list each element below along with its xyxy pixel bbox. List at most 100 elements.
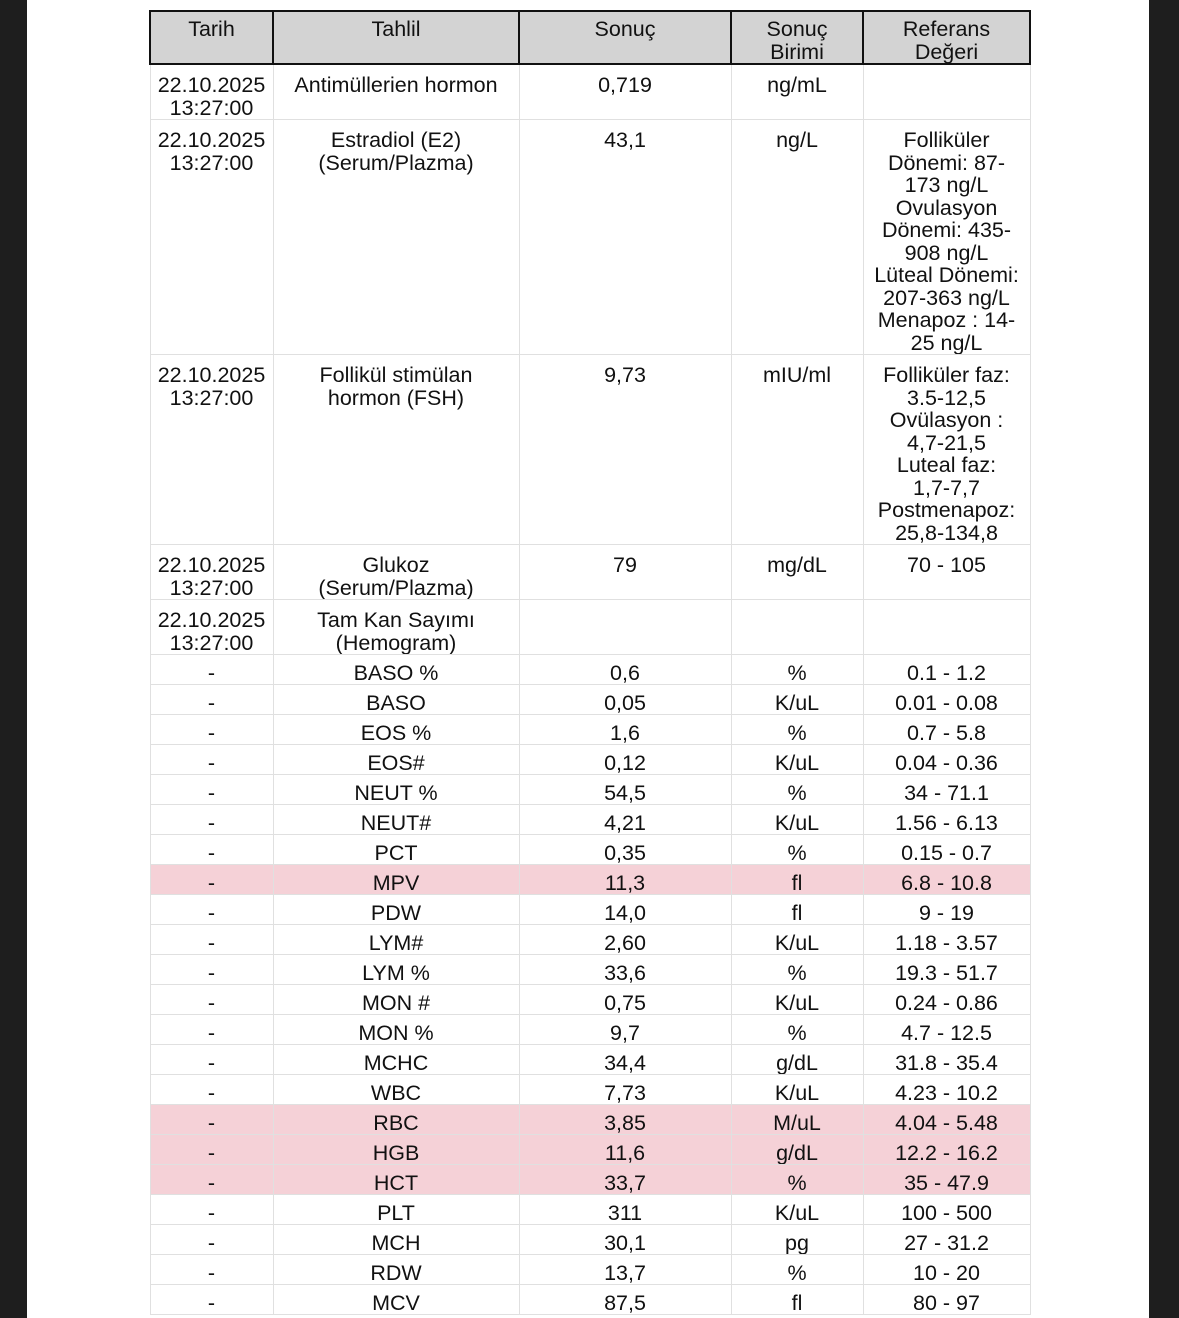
table-row-out-of-range: - HGB 11,6 g/dL 12.2 - 16.2 [149,1134,1031,1165]
test-cell: MON % [272,1014,520,1045]
reference-cell: 27 - 31.2 [862,1224,1031,1255]
date-cell: 22.10.2025 13:27:00 [149,119,274,355]
header-unit: Sonuç Birimi [730,10,864,65]
unit-cell: % [730,1014,864,1045]
test-cell: LYM# [272,924,520,955]
test-cell: NEUT# [272,804,520,835]
test-cell: HCT [272,1164,520,1195]
result-cell: 33,7 [518,1164,732,1195]
unit-cell: fl [730,864,864,895]
reference-cell: 31.8 - 35.4 [862,1044,1031,1075]
result-cell: 9,73 [518,354,732,545]
date-cell: 22.10.2025 13:27:00 [149,63,274,120]
result-cell: 0,719 [518,63,732,120]
test-cell: RDW [272,1254,520,1285]
table-row: - PLT 311 K/uL 100 - 500 [149,1194,1031,1225]
result-cell: 9,7 [518,1014,732,1045]
table-row-out-of-range: - MPV 11,3 fl 6.8 - 10.8 [149,864,1031,895]
test-cell: EOS# [272,744,520,775]
test-cell: MCH [272,1224,520,1255]
date-cell: - [149,1044,274,1075]
date-cell: - [149,654,274,685]
unit-cell: % [730,1254,864,1285]
result-cell: 0,12 [518,744,732,775]
unit-cell: pg [730,1224,864,1255]
reference-cell: 100 - 500 [862,1194,1031,1225]
header-date: Tarih [149,10,274,65]
reference-cell: 12.2 - 16.2 [862,1134,1031,1165]
reference-cell: 1.18 - 3.57 [862,924,1031,955]
date-cell: - [149,864,274,895]
date-cell: - [149,1254,274,1285]
unit-cell: ng/mL [730,63,864,120]
unit-cell: % [730,954,864,985]
date-cell: - [149,1074,274,1105]
table-row: - BASO 0,05 K/uL 0.01 - 0.08 [149,684,1031,715]
table-row: - WBC 7,73 K/uL 4.23 - 10.2 [149,1074,1031,1105]
table-row: 22.10.2025 13:27:00 Follikül stimülan hor… [149,354,1031,545]
date-cell: - [149,954,274,985]
date-cell: - [149,1104,274,1135]
date-cell: - [149,1224,274,1255]
test-cell: RBC [272,1104,520,1135]
table-row: 22.10.2025 13:27:00 Estradiol (E2) (Serum… [149,119,1031,355]
unit-cell: K/uL [730,1194,864,1225]
result-cell: 1,6 [518,714,732,745]
table-row: - MON #0,75 K/uL 0.24 - 0.86 [149,984,1031,1015]
table-row: - PCT 0,35% 0.15 - 0.7 [149,834,1031,865]
unit-cell: % [730,834,864,865]
reference-cell [862,599,1031,655]
header-reference: Referans Değeri [862,10,1031,65]
table-row: - RDW 13,7% 10 - 20 [149,1254,1031,1285]
reference-cell: 6.8 - 10.8 [862,864,1031,895]
table-row: 22.10.2025 13:27:00 Tam Kan Sayımı (Hemog… [149,599,1031,655]
result-cell: 11,3 [518,864,732,895]
result-cell: 54,5 [518,774,732,805]
table-row: - EOS# 0,12 K/uL 0.04 - 0.36 [149,744,1031,775]
table-row: - MCH 30,1 pg 27 - 31.2 [149,1224,1031,1255]
table-row: - BASO % 0,6% 0.1 - 1.2 [149,654,1031,685]
test-cell: Estradiol (E2) (Serum/Plazma) [272,119,520,355]
date-cell: - [149,1284,274,1315]
unit-cell: K/uL [730,804,864,835]
date-cell: - [149,984,274,1015]
unit-cell: fl [730,894,864,925]
reference-cell: 34 - 71.1 [862,774,1031,805]
unit-cell: % [730,654,864,685]
date-cell: - [149,774,274,805]
table-row-out-of-range: - RBC 3,85 M/uL 4.04 - 5.48 [149,1104,1031,1135]
table-row: 22.10.2025 13:27:00 Glukoz (Serum/Plazma)… [149,544,1031,600]
test-cell: PDW [272,894,520,925]
unit-cell: g/dL [730,1044,864,1075]
date-cell: - [149,834,274,865]
header-result: Sonuç [518,10,732,65]
test-cell: Tam Kan Sayımı (Hemogram) [272,599,520,655]
reference-cell: 0.01 - 0.08 [862,684,1031,715]
reference-cell: 1.56 - 6.13 [862,804,1031,835]
result-cell: 2,60 [518,924,732,955]
table-row: - EOS % 1,6% 0.7 - 5.8 [149,714,1031,745]
test-cell: PLT [272,1194,520,1225]
result-cell: 14,0 [518,894,732,925]
date-cell: - [149,1014,274,1045]
unit-cell: M/uL [730,1104,864,1135]
reference-cell: 4.7 - 12.5 [862,1014,1031,1045]
reference-cell: 70 - 105 [862,544,1031,600]
result-cell: 13,7 [518,1254,732,1285]
test-cell: Antimüllerien hormon [272,63,520,120]
date-cell: - [149,804,274,835]
date-cell: - [149,1134,274,1165]
reference-cell: 0.7 - 5.8 [862,714,1031,745]
test-cell: EOS % [272,714,520,745]
result-cell: 33,6 [518,954,732,985]
unit-cell: K/uL [730,744,864,775]
table-row: - MON % 9,7% 4.7 - 12.5 [149,1014,1031,1045]
reference-cell: 35 - 47.9 [862,1164,1031,1195]
table-row: - PDW 14,0 fl 9 - 19 [149,894,1031,925]
unit-cell: mg/dL [730,544,864,600]
reference-cell: 10 - 20 [862,1254,1031,1285]
unit-cell: mIU/ml [730,354,864,545]
result-cell: 0,75 [518,984,732,1015]
reference-cell [862,63,1031,120]
test-cell: NEUT % [272,774,520,805]
